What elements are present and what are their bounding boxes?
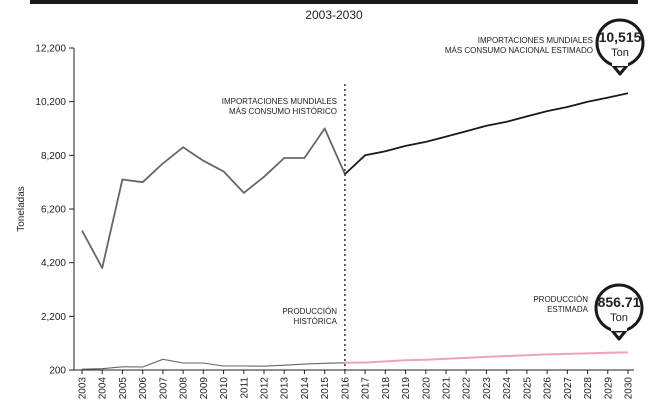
x-tick-label: 2015 xyxy=(320,377,331,400)
x-tick-label: 2017 xyxy=(361,377,372,400)
annotation-hist-prod: PRODUCCIÓN xyxy=(282,307,337,316)
x-tick-label: 2025 xyxy=(522,377,533,400)
series-line-production-forecast xyxy=(344,351,629,364)
y-tick-label: 10,200 xyxy=(35,97,66,108)
x-tick-label: 2021 xyxy=(442,377,453,400)
x-tick-label: 2020 xyxy=(421,377,432,400)
x-tick-label: 2013 xyxy=(280,377,291,400)
annotation-hist-imports: IMPORTACIONES MUNDIALES xyxy=(222,97,337,106)
x-tick-label: 2029 xyxy=(603,377,614,400)
x-tick-label: 2026 xyxy=(543,377,554,400)
x-tick-label: 2016 xyxy=(340,377,351,400)
x-tick-label: 2003 xyxy=(78,377,89,400)
x-tick-label: 2007 xyxy=(158,377,169,400)
x-tick-label: 2009 xyxy=(199,377,210,400)
y-tick-label: 12,200 xyxy=(35,44,66,55)
x-tick-label: 2010 xyxy=(219,377,230,400)
chart-subtitle: 2003-2030 xyxy=(305,8,363,22)
x-tick-label: 2011 xyxy=(239,377,250,399)
x-tick-label: 2012 xyxy=(260,377,271,400)
x-tick-label: 2022 xyxy=(462,377,473,400)
x-tick-label: 2030 xyxy=(624,377,635,400)
annotation-est-imports: MÁS CONSUMO NACIONAL ESTIMADO xyxy=(445,46,593,55)
callout-unit: Ton xyxy=(610,312,628,324)
x-tick-label: 2006 xyxy=(138,377,149,400)
series-line-production-hist xyxy=(81,358,345,370)
callout-joint xyxy=(612,61,628,66)
top-rule xyxy=(30,0,638,4)
callout-joint xyxy=(611,326,627,331)
callout-value: 10,515 xyxy=(599,29,642,45)
y-tick-label: 2,200 xyxy=(41,312,66,323)
annotation-est-prod: PRODUCCIÓN xyxy=(533,295,588,304)
y-tick-label: 8,200 xyxy=(41,151,66,162)
callout-value: 856.71 xyxy=(598,294,641,310)
y-tick-label: 6,200 xyxy=(41,205,66,216)
x-tick-label: 2027 xyxy=(563,377,574,400)
y-tick-label: 200 xyxy=(49,366,66,377)
x-tick-label: 2005 xyxy=(118,377,129,400)
x-tick-label: 2028 xyxy=(583,377,594,400)
x-tick-label: 2004 xyxy=(98,377,109,400)
x-tick-label: 2014 xyxy=(300,377,311,400)
annotation-hist-prod: HISTÓRICA xyxy=(293,317,337,326)
series-line-imports-forecast xyxy=(344,92,629,175)
series-line-imports-hist xyxy=(81,127,346,269)
callout-unit: Ton xyxy=(611,47,629,59)
x-tick-label: 2023 xyxy=(482,377,493,400)
annotation-est-prod: ESTIMADA xyxy=(547,305,589,314)
y-axis-label: Toneladas xyxy=(16,186,27,232)
x-tick-label: 2019 xyxy=(401,377,412,400)
x-tick-label: 2018 xyxy=(381,377,392,400)
x-tick-label: 2008 xyxy=(179,377,190,400)
y-tick-label: 4,200 xyxy=(41,258,66,269)
annotation-est-imports: IMPORTACIONES MUNDIALES xyxy=(478,36,593,45)
x-tick-label: 2024 xyxy=(502,377,513,400)
annotation-hist-imports: MÁS CONSUMO HISTÓRICO xyxy=(229,107,337,116)
